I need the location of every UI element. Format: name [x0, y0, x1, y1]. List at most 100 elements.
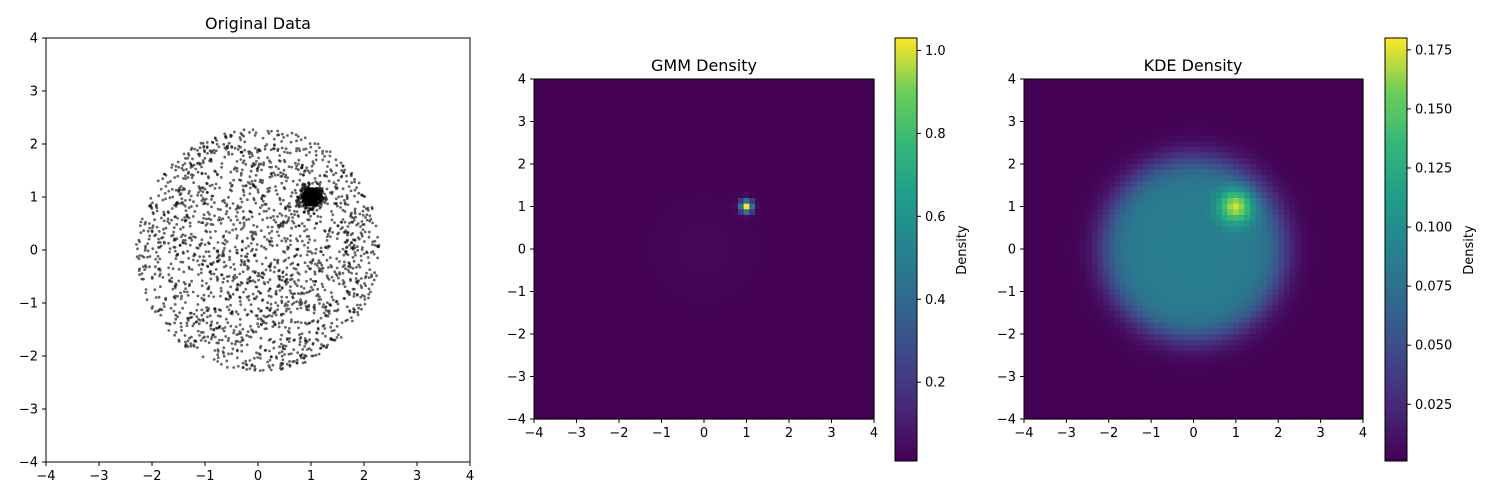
scatter-point: [242, 224, 246, 227]
heatmap-cell: [749, 158, 756, 165]
scatter-point: [288, 278, 292, 282]
heatmap-cell: [811, 288, 818, 295]
heatmap-cell: [749, 237, 756, 244]
heatmap-cell: [573, 107, 580, 114]
heatmap-cell: [772, 79, 779, 86]
heatmap-cell: [556, 198, 563, 205]
scatter-point: [206, 315, 209, 319]
scatter-point: [186, 157, 190, 160]
heatmap-cell: [539, 288, 546, 295]
heatmap-cell: [766, 96, 773, 103]
heatmap-cell: [715, 164, 722, 171]
heatmap-cell: [721, 209, 728, 216]
heatmap-cell: [579, 107, 586, 114]
heatmap-cell: [658, 283, 665, 290]
scatter-point: [348, 293, 351, 297]
scatter-point: [277, 234, 281, 238]
scatter-point: [210, 151, 213, 155]
heatmap-cell: [619, 237, 626, 244]
heatmap-cell: [749, 209, 756, 216]
scatter-point: [358, 237, 361, 241]
heatmap-cell: [772, 237, 779, 244]
scatter-point: [293, 209, 296, 213]
heatmap-cell: [800, 266, 807, 273]
heatmap-cell: [743, 305, 750, 312]
heatmap-cell: [783, 96, 790, 103]
heatmap-cell: [675, 266, 682, 273]
heatmap-cell: [845, 186, 852, 193]
scatter-point: [230, 352, 234, 356]
heatmap-cell: [664, 215, 671, 222]
scatter-point: [279, 313, 283, 317]
heatmap-cell: [789, 288, 796, 295]
heatmap-cell: [749, 147, 756, 154]
scatter-point: [240, 349, 244, 353]
heatmap-cell: [828, 113, 835, 120]
heatmap-cell: [726, 283, 733, 290]
scatter-point: [323, 154, 326, 158]
heatmap-cell: [602, 192, 609, 199]
heatmap-cell: [766, 226, 773, 233]
scatter-point: [335, 324, 339, 328]
heatmap-cell: [817, 232, 824, 239]
heatmap-cell: [845, 260, 852, 267]
heatmap-cell: [840, 300, 847, 307]
heatmap-cell: [777, 283, 784, 290]
heatmap-cell: [613, 186, 620, 193]
heatmap-cell: [545, 277, 552, 284]
heatmap-cell: [585, 130, 592, 137]
heatmap-cell: [789, 186, 796, 193]
scatter-y-tick-label: 2: [30, 138, 38, 153]
scatter-point: [197, 161, 200, 165]
heatmap-cell: [698, 283, 705, 290]
heatmap-cell: [777, 130, 784, 137]
heatmap-cell: [840, 90, 847, 97]
scatter-point: [313, 226, 317, 230]
scatter-point: [307, 212, 310, 216]
scatter-point: [154, 257, 158, 261]
scatter-point: [263, 194, 267, 198]
heatmap-cell: [556, 158, 563, 165]
heatmap-cell: [777, 209, 784, 216]
scatter-point: [252, 184, 256, 188]
scatter-point: [233, 342, 237, 346]
scatter-point: [345, 246, 348, 250]
scatter-point: [277, 274, 280, 278]
heatmap-cell: [755, 84, 762, 91]
heatmap-cell: [624, 254, 631, 261]
scatter-point: [241, 239, 244, 243]
heatmap-cell: [743, 147, 750, 154]
heatmap-cell: [823, 79, 830, 86]
heatmap-cell: [811, 96, 818, 103]
scatter-point: [244, 255, 247, 258]
heatmap-cell: [539, 243, 546, 250]
heatmap-cell: [709, 84, 716, 91]
heatmap-cell: [760, 232, 767, 239]
scatter-point: [205, 281, 208, 285]
heatmap-cell: [862, 209, 869, 216]
heatmap-cell: [607, 118, 614, 125]
heatmap-cell: [653, 158, 660, 165]
heatmap-cell: [556, 96, 563, 103]
heatmap-cell: [539, 186, 546, 193]
scatter-point: [191, 215, 195, 218]
scatter-point: [163, 305, 166, 308]
heatmap-cell: [817, 243, 824, 250]
heatmap-cell: [789, 198, 796, 205]
scatter-point: [218, 258, 221, 262]
heatmap-cell: [585, 169, 592, 176]
scatter-point: [294, 133, 298, 137]
heatmap-cell: [619, 232, 626, 239]
heatmap-cell: [845, 141, 852, 148]
heatmap-cell: [766, 79, 773, 86]
heatmap-cell: [704, 305, 711, 312]
heatmap-cell: [545, 107, 552, 114]
heatmap-cell: [579, 84, 586, 91]
heatmap-cell: [704, 300, 711, 307]
heatmap-cell: [828, 305, 835, 312]
scatter-point: [335, 237, 339, 241]
scatter-point: [295, 361, 299, 365]
heatmap-cell: [602, 243, 609, 250]
heatmap-cell: [783, 198, 790, 205]
heatmap-cell: [647, 181, 654, 188]
